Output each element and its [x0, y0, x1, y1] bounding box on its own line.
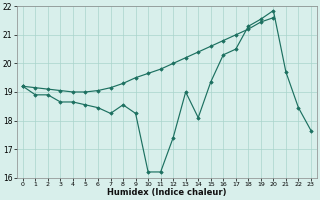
X-axis label: Humidex (Indice chaleur): Humidex (Indice chaleur) [107, 188, 227, 197]
